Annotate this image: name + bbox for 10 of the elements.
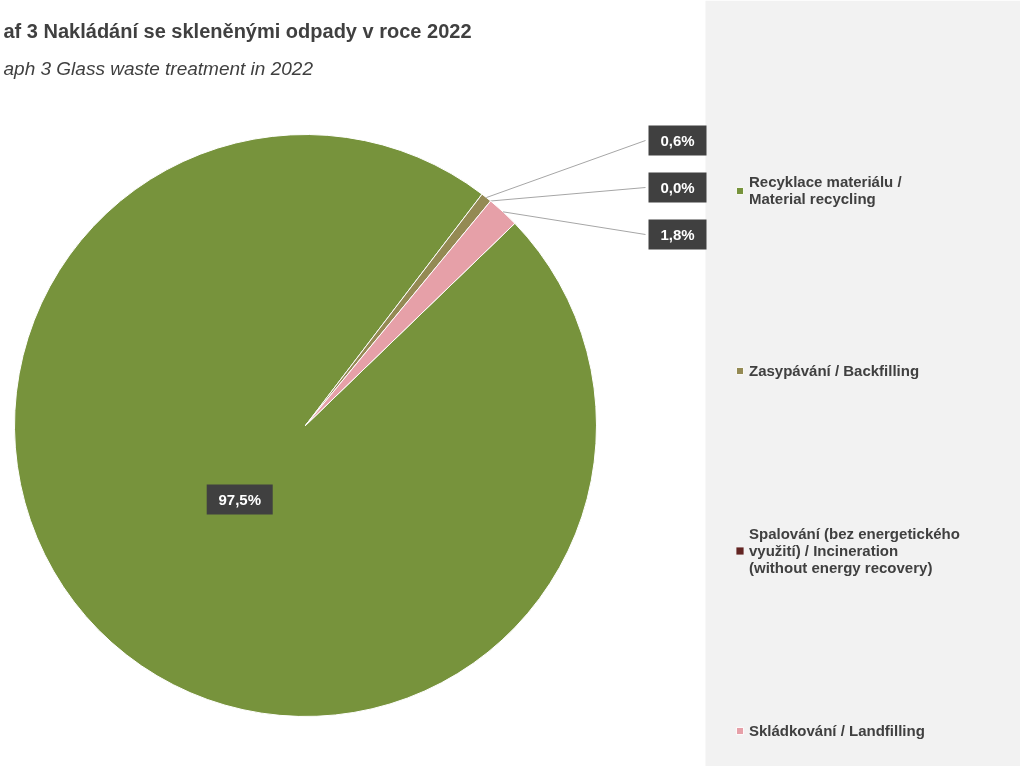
text: aph 3 Glass waste treatment in 2022 <box>3 58 314 79</box>
legend-label: Zasypávání / Backfilling <box>749 360 920 381</box>
text: af 3 Nakládání se skleněnými odpady v roce 2022 <box>3 19 472 42</box>
data-label: 97,5% <box>218 490 261 508</box>
legend-label: Spalování (bez energetického využití) / Incineration (without energy recovery) <box>749 523 960 578</box>
data-label: 0,6% <box>660 132 695 149</box>
legend-label: Skládkování / Landfilling <box>749 720 925 741</box>
text: 0,0% <box>660 179 695 196</box>
legend-label: Recyklace materiálu / Material recycling <box>749 172 902 209</box>
data-label: 1,8% <box>660 226 695 243</box>
